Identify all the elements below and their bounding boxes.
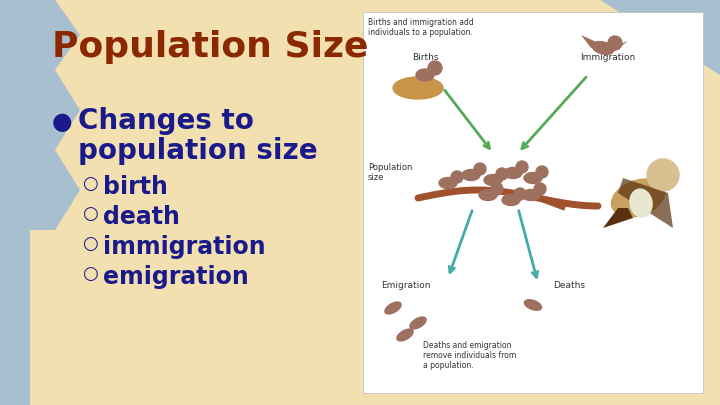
Ellipse shape [479, 190, 497, 200]
Circle shape [647, 159, 679, 191]
Text: population size: population size [78, 137, 318, 165]
Ellipse shape [385, 302, 401, 314]
Polygon shape [608, 41, 628, 51]
Circle shape [536, 166, 548, 178]
Text: Immigration: Immigration [580, 53, 636, 62]
Text: immigration: immigration [103, 235, 266, 259]
Text: Changes to: Changes to [78, 107, 254, 135]
Bar [363, 12, 703, 393]
Ellipse shape [502, 194, 520, 205]
Polygon shape [618, 178, 673, 228]
Ellipse shape [524, 173, 542, 183]
Text: Births and immigration add: Births and immigration add [368, 18, 474, 27]
Ellipse shape [393, 77, 443, 99]
Text: Emigration: Emigration [381, 281, 431, 290]
Text: ○: ○ [82, 265, 98, 283]
Circle shape [428, 61, 442, 75]
Text: ●: ● [52, 110, 73, 134]
Ellipse shape [397, 329, 413, 341]
Circle shape [608, 36, 622, 50]
Circle shape [496, 168, 508, 180]
Text: birth: birth [103, 175, 168, 199]
Ellipse shape [630, 189, 652, 217]
Text: ○: ○ [82, 205, 98, 223]
Circle shape [474, 163, 486, 175]
Ellipse shape [410, 317, 426, 329]
Circle shape [534, 183, 546, 195]
Text: ○: ○ [82, 175, 98, 193]
Ellipse shape [484, 175, 502, 185]
Text: ○: ○ [82, 235, 98, 253]
Text: size: size [368, 173, 384, 182]
Ellipse shape [416, 69, 434, 81]
Polygon shape [581, 35, 603, 48]
Text: individuals to a population.: individuals to a population. [368, 28, 473, 37]
Ellipse shape [522, 190, 540, 200]
Ellipse shape [504, 168, 522, 179]
Text: Births: Births [412, 53, 438, 62]
Circle shape [491, 183, 503, 195]
Text: Population Size: Population Size [52, 30, 369, 64]
Circle shape [516, 161, 528, 173]
Ellipse shape [439, 177, 457, 188]
Ellipse shape [593, 42, 613, 54]
Text: a population.: a population. [423, 361, 474, 370]
Text: Deaths and emigration: Deaths and emigration [423, 341, 511, 350]
Ellipse shape [462, 170, 480, 181]
Ellipse shape [524, 300, 541, 310]
Text: death: death [103, 205, 180, 229]
Circle shape [451, 171, 463, 183]
Polygon shape [0, 0, 80, 405]
Text: Deaths: Deaths [553, 281, 585, 290]
Polygon shape [600, 0, 720, 75]
Ellipse shape [611, 179, 665, 217]
Text: Population: Population [368, 163, 413, 172]
Polygon shape [603, 208, 633, 228]
Text: emigration: emigration [103, 265, 248, 289]
Circle shape [514, 188, 526, 200]
Text: remove individuals from: remove individuals from [423, 351, 516, 360]
